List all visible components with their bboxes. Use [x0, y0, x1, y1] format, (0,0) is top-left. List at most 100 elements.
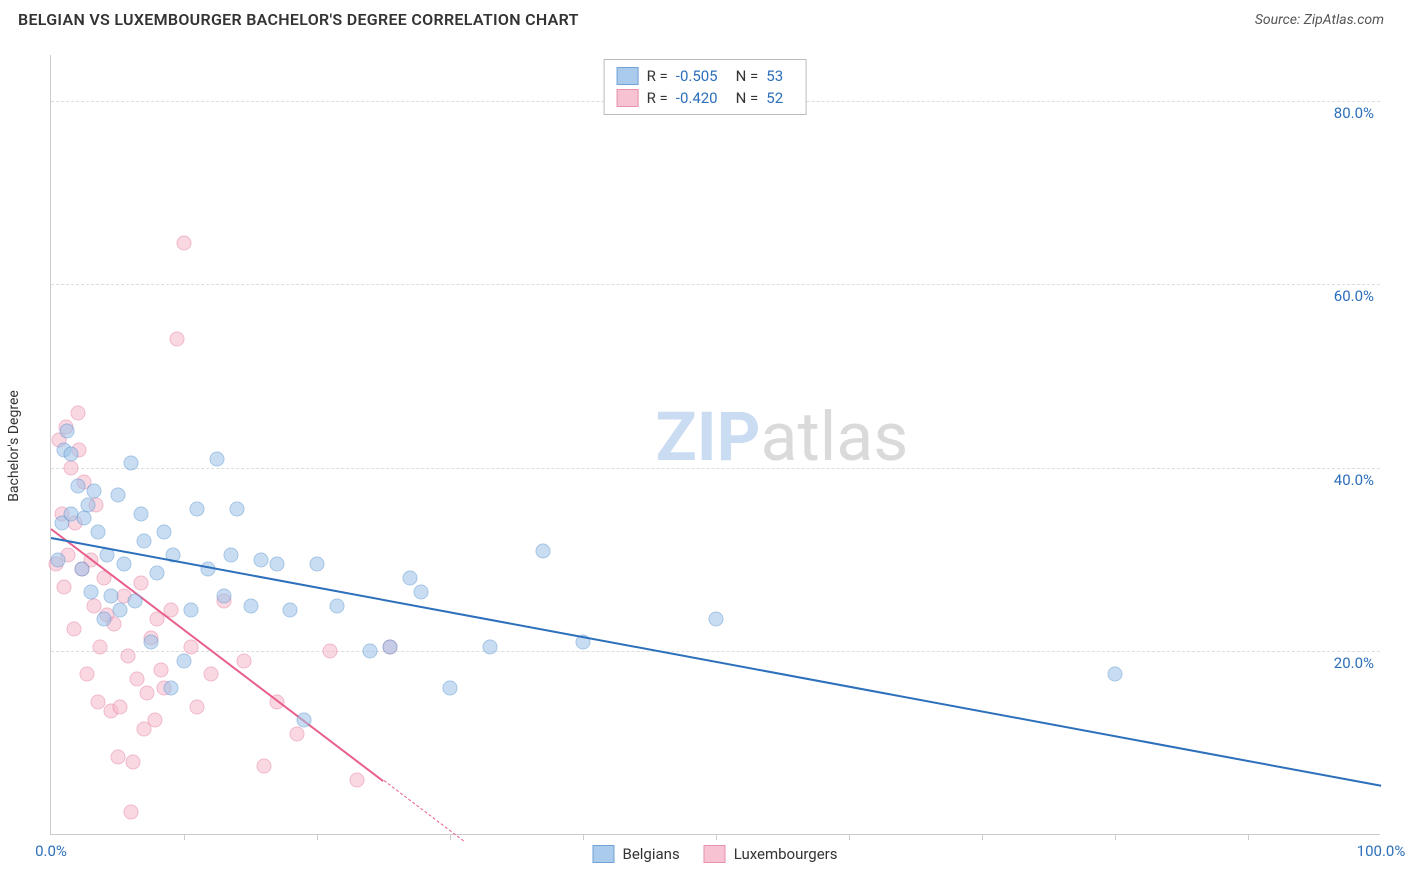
data-point-belgians — [90, 525, 105, 540]
data-point-belgians — [413, 584, 428, 599]
data-point-luxembourgers — [183, 639, 198, 654]
x-tick-mark — [184, 834, 185, 840]
data-point-luxembourgers — [170, 332, 185, 347]
watermark: ZIPatlas — [656, 397, 909, 477]
bottom-legend: Belgians Luxembourgers — [592, 845, 837, 863]
data-point-belgians — [103, 589, 118, 604]
r-label: R = — [647, 67, 668, 85]
stats-legend-box: R = -0.505 N = 53 R = -0.420 N = 52 — [604, 59, 807, 115]
x-tick-mark — [583, 834, 584, 840]
data-point-luxembourgers — [236, 653, 251, 668]
legend-label-belgians: Belgians — [622, 845, 679, 863]
n-value-luxembourgers: 52 — [766, 89, 783, 107]
data-point-luxembourgers — [323, 644, 338, 659]
legend-label-luxembourgers: Luxembourgers — [734, 845, 838, 863]
x-tick-mark — [1248, 834, 1249, 840]
y-tick-label: 60.0% — [1334, 287, 1374, 305]
data-point-luxembourgers — [110, 750, 125, 765]
data-point-belgians — [223, 548, 238, 563]
n-value-belgians: 53 — [766, 67, 783, 85]
legend-swatch-luxembourgers — [704, 845, 726, 863]
data-point-belgians — [81, 497, 96, 512]
data-point-luxembourgers — [86, 598, 101, 613]
data-point-belgians — [150, 566, 165, 581]
data-point-belgians — [296, 713, 311, 728]
watermark-zip: ZIP — [656, 397, 761, 477]
legend-item-belgians: Belgians — [592, 845, 679, 863]
x-tick-mark — [317, 834, 318, 840]
data-point-belgians — [363, 644, 378, 659]
n-label: N = — [736, 89, 759, 107]
data-point-luxembourgers — [63, 460, 78, 475]
data-point-belgians — [709, 612, 724, 627]
data-point-belgians — [117, 557, 132, 572]
y-tick-label: 40.0% — [1334, 471, 1374, 489]
data-point-belgians — [110, 488, 125, 503]
chart-container: ZIPatlas 20.0%40.0%60.0%80.0%0.0%100.0% … — [50, 55, 1380, 835]
data-point-luxembourgers — [123, 805, 138, 820]
data-point-luxembourgers — [349, 772, 364, 787]
x-tick-mark — [849, 834, 850, 840]
data-point-belgians — [157, 525, 172, 540]
data-point-luxembourgers — [154, 662, 169, 677]
n-label: N = — [736, 67, 759, 85]
stats-row-belgians: R = -0.505 N = 53 — [617, 65, 794, 87]
data-point-luxembourgers — [121, 649, 136, 664]
data-point-belgians — [63, 447, 78, 462]
gridline — [51, 284, 1380, 285]
data-point-luxembourgers — [130, 672, 145, 687]
data-point-belgians — [254, 552, 269, 567]
data-point-belgians — [283, 603, 298, 618]
data-point-luxembourgers — [93, 639, 108, 654]
data-point-luxembourgers — [147, 713, 162, 728]
data-point-belgians — [163, 681, 178, 696]
x-tick-mark — [716, 834, 717, 840]
data-point-luxembourgers — [134, 575, 149, 590]
data-point-belgians — [86, 483, 101, 498]
data-point-luxembourgers — [57, 580, 72, 595]
x-tick-label: 0.0% — [35, 842, 67, 860]
data-point-belgians — [123, 456, 138, 471]
y-axis-label: Bachelor's Degree — [6, 390, 22, 502]
legend-swatch-belgians — [592, 845, 614, 863]
data-point-luxembourgers — [290, 727, 305, 742]
x-tick-mark — [982, 834, 983, 840]
data-point-luxembourgers — [90, 694, 105, 709]
data-point-belgians — [70, 479, 85, 494]
data-point-belgians — [59, 424, 74, 439]
chart-header: BELGIAN VS LUXEMBOURGER BACHELOR'S DEGRE… — [0, 0, 1406, 35]
data-point-belgians — [183, 603, 198, 618]
stats-row-luxembourgers: R = -0.420 N = 52 — [617, 87, 794, 109]
data-point-belgians — [443, 681, 458, 696]
data-point-belgians — [143, 635, 158, 650]
data-point-belgians — [74, 561, 89, 576]
data-point-belgians — [50, 552, 65, 567]
data-point-belgians — [83, 584, 98, 599]
data-point-belgians — [243, 598, 258, 613]
swatch-luxembourgers — [617, 89, 639, 107]
data-point-belgians — [1108, 667, 1123, 682]
chart-source: Source: ZipAtlas.com — [1255, 12, 1384, 28]
legend-item-luxembourgers: Luxembourgers — [704, 845, 838, 863]
data-point-luxembourgers — [190, 699, 205, 714]
data-point-belgians — [77, 511, 92, 526]
data-point-luxembourgers — [79, 667, 94, 682]
swatch-belgians — [617, 67, 639, 85]
data-point-belgians — [134, 506, 149, 521]
data-point-luxembourgers — [139, 685, 154, 700]
data-point-belgians — [137, 534, 152, 549]
data-point-belgians — [190, 502, 205, 517]
data-point-belgians — [210, 451, 225, 466]
data-point-belgians — [216, 589, 231, 604]
data-point-belgians — [270, 557, 285, 572]
r-value-luxembourgers: -0.420 — [676, 89, 718, 107]
r-value-belgians: -0.505 — [676, 67, 718, 85]
data-point-belgians — [403, 571, 418, 586]
data-point-belgians — [177, 653, 192, 668]
gridline — [51, 468, 1380, 469]
x-tick-label: 100.0% — [1357, 842, 1406, 860]
r-label: R = — [647, 89, 668, 107]
data-point-luxembourgers — [177, 236, 192, 251]
y-tick-label: 80.0% — [1334, 104, 1374, 122]
data-point-belgians — [310, 557, 325, 572]
